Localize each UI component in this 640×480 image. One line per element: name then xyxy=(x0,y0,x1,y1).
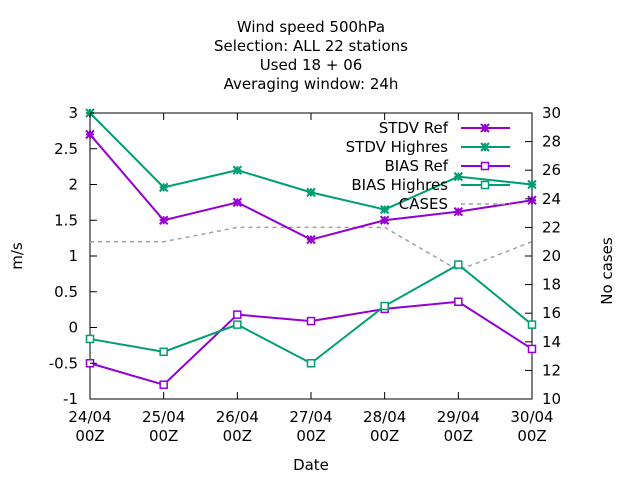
x-tick-label: 00Z xyxy=(517,427,546,445)
x-tick-label: 00Z xyxy=(444,427,473,445)
series-line xyxy=(89,263,533,365)
data-point xyxy=(454,260,463,269)
data-point xyxy=(527,179,537,190)
title-line: Wind speed 500hPa xyxy=(237,18,385,36)
x-tick-label: 24/04 xyxy=(68,408,111,426)
y2-tick-label: 20 xyxy=(542,247,561,265)
data-point xyxy=(380,301,389,311)
y-tick-label: 1 xyxy=(68,247,78,265)
y2-tick-label: 28 xyxy=(542,133,561,151)
x-tick-label: 00Z xyxy=(223,427,252,445)
title-line: Used 18 + 06 xyxy=(260,56,363,74)
x-tick-label: 28/04 xyxy=(363,408,406,426)
plot-border xyxy=(89,112,533,400)
data-point xyxy=(159,380,168,389)
x-axis-label: Date xyxy=(293,456,329,474)
data-point xyxy=(480,142,490,152)
y-tick-label: 0.5 xyxy=(54,283,78,301)
series-stdv-highres xyxy=(85,108,537,215)
data-point xyxy=(306,187,316,198)
y-tick-label: 3 xyxy=(68,104,78,122)
x-tick-label: 00Z xyxy=(296,427,325,445)
y2-tick-label: 16 xyxy=(542,304,561,322)
title-line: Selection: ALL 22 stations xyxy=(214,37,408,55)
title-line: Averaging window: 24h xyxy=(224,75,399,93)
data-point xyxy=(233,310,242,319)
y2-tick-label: 24 xyxy=(542,190,561,208)
data-point xyxy=(85,334,95,344)
data-point xyxy=(85,129,95,140)
legend-label: BIAS Highres xyxy=(351,176,448,194)
y-axis-label: m/s xyxy=(8,242,26,270)
y2-tick-label: 22 xyxy=(542,218,561,236)
y-tick-label: 2.5 xyxy=(54,140,78,158)
x-tick-label: 00Z xyxy=(75,427,104,445)
y-tick-label: 0 xyxy=(68,319,78,337)
data-point xyxy=(306,316,316,326)
legend-label: STDV Highres xyxy=(346,138,449,156)
data-point xyxy=(232,197,243,208)
data-point xyxy=(159,347,168,357)
series-bias-ref xyxy=(85,297,537,389)
x-tick-label: 25/04 xyxy=(142,408,185,426)
x-tick-label: 29/04 xyxy=(437,408,480,426)
data-point xyxy=(158,182,169,193)
x-tick-label: 26/04 xyxy=(216,408,259,426)
y2-axis-label: No cases xyxy=(598,237,616,305)
data-point xyxy=(454,297,463,307)
data-point xyxy=(306,234,316,245)
y2-tick-label: 10 xyxy=(542,390,561,408)
series-line xyxy=(90,226,533,272)
x-tick-label: 00Z xyxy=(370,427,399,445)
data-point xyxy=(379,204,390,215)
y-tick-label: -0.5 xyxy=(49,354,78,372)
data-point xyxy=(480,123,490,133)
data-point xyxy=(306,359,316,368)
plot-frame xyxy=(89,112,533,400)
data-point xyxy=(233,320,242,329)
x-tick-label: 30/04 xyxy=(510,408,553,426)
legend-label: CASES xyxy=(399,195,448,213)
y-tick-label: 2 xyxy=(68,176,78,194)
x-tick-label: 27/04 xyxy=(289,408,332,426)
data-point xyxy=(453,206,464,217)
series-line xyxy=(89,300,533,386)
axis-ticks: -1 -0.5 0 0.5 1 1.5 2 2.5 3 10 12 14 16 18 20 22 24 26 28 3… xyxy=(49,104,561,445)
data-point xyxy=(453,171,464,182)
y-tick-label: -1 xyxy=(63,390,78,408)
data-point xyxy=(527,195,537,205)
series-layer xyxy=(85,108,537,389)
data-point xyxy=(379,215,390,225)
y-tick-label: 1.5 xyxy=(54,211,78,229)
data-point xyxy=(480,161,490,171)
data-point xyxy=(158,215,169,225)
data-point xyxy=(232,165,243,175)
series-bias-highres xyxy=(85,260,537,368)
y2-tick-label: 14 xyxy=(542,333,561,351)
x-tick-label: 00Z xyxy=(149,427,178,445)
series-stdv-ref xyxy=(85,129,537,245)
y2-tick-label: 30 xyxy=(542,104,561,122)
data-point xyxy=(480,180,490,190)
y2-tick-label: 26 xyxy=(542,161,561,179)
legend-label: STDV Ref xyxy=(379,119,449,137)
series-cases xyxy=(90,226,533,272)
series-line xyxy=(89,133,533,241)
data-point xyxy=(527,320,537,329)
data-point xyxy=(527,344,537,354)
y2-tick-label: 18 xyxy=(542,276,561,294)
y2-tick-label: 12 xyxy=(542,361,561,379)
legend-label: BIAS Ref xyxy=(384,157,448,175)
